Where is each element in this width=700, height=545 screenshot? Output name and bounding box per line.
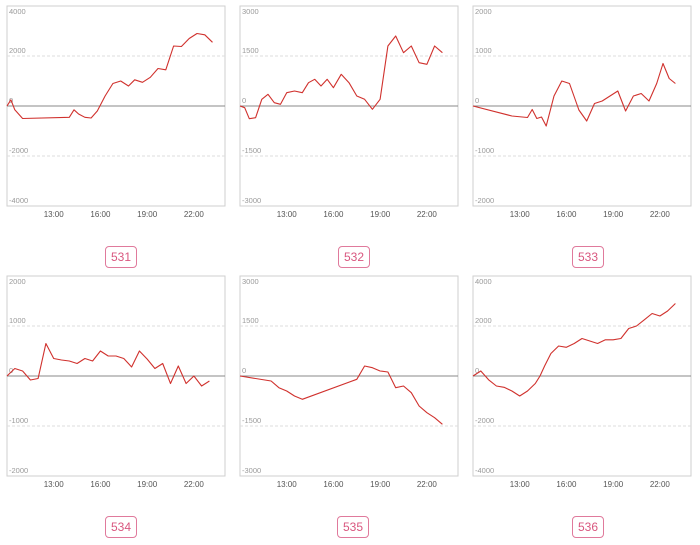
x-tick-label: 22:00 (650, 480, 671, 489)
y-tick-label: 0 (242, 96, 246, 105)
y-tick-label: 0 (9, 366, 13, 375)
x-tick-label: 16:00 (323, 210, 344, 219)
chart-panel-534: 2000 1000 0 -1000 -2000 13:00 16:00 19:00 22:00 … (0, 270, 233, 540)
stock-code-tag[interactable]: 536 (572, 516, 605, 538)
y-tick-label: 1500 (242, 316, 259, 325)
series-line (472, 62, 676, 127)
y-tick-label: 3000 (242, 277, 259, 286)
chart-panel-536: 4000 2000 0 -2000 -4000 13:00 16:00 19:00 22:00 … (466, 270, 699, 540)
x-tick-label: 22:00 (184, 480, 205, 489)
x-tick-label: 16:00 (556, 210, 577, 219)
series-line (472, 303, 676, 397)
x-tick-label: 16:00 (90, 480, 111, 489)
stock-code-tag[interactable]: 535 (337, 516, 370, 538)
x-tick-label: 13:00 (510, 480, 531, 489)
y-tick-label: -2000 (9, 466, 28, 475)
chart-panel-531: 4000 2000 0 -2000 -4000 13:00 16:00 19:00 22:00 … (0, 0, 233, 270)
y-tick-label: 4000 (475, 277, 492, 286)
series-line (239, 35, 443, 120)
x-tick-label: 22:00 (184, 210, 205, 219)
y-tick-label: -2000 (475, 196, 494, 205)
line-chart-533: 2000 1000 0 -1000 -2000 13:00 16:00 19:00 22:00 (472, 5, 692, 219)
series-line (6, 342, 210, 387)
y-tick-label: -4000 (475, 466, 494, 475)
x-tick-label: 19:00 (603, 210, 624, 219)
x-tick-label: 16:00 (90, 210, 111, 219)
x-tick-label: 22:00 (417, 210, 438, 219)
y-tick-label: 0 (242, 366, 246, 375)
y-tick-label: 2000 (9, 46, 26, 55)
y-tick-label: 1000 (9, 316, 26, 325)
y-tick-label: -1000 (475, 146, 494, 155)
x-tick-label: 13:00 (510, 210, 531, 219)
y-tick-label: -3000 (242, 466, 261, 475)
x-tick-label: 13:00 (44, 480, 65, 489)
x-tick-label: 16:00 (323, 480, 344, 489)
x-tick-label: 22:00 (650, 210, 671, 219)
y-tick-label: -1500 (242, 416, 261, 425)
y-tick-label: -2000 (475, 416, 494, 425)
line-chart-534: 2000 1000 0 -1000 -2000 13:00 16:00 19:00 22:00 (6, 275, 226, 489)
y-tick-label: 0 (475, 366, 479, 375)
y-tick-label: 2000 (9, 277, 26, 286)
chart-panel-533: 2000 1000 0 -1000 -2000 13:00 16:00 19:00 22:00 … (466, 0, 699, 270)
y-tick-label: -1000 (9, 416, 28, 425)
stock-code-tag[interactable]: 531 (105, 246, 138, 268)
y-tick-label: 1000 (475, 46, 492, 55)
line-chart-535: 3000 1500 0 -1500 -3000 13:00 16:00 19:00 22:00 (239, 275, 459, 489)
x-tick-label: 13:00 (44, 210, 65, 219)
line-chart-536: 4000 2000 0 -2000 -4000 13:00 16:00 19:00 22:00 (472, 275, 692, 489)
x-tick-label: 19:00 (370, 480, 391, 489)
y-tick-label: 3000 (242, 7, 259, 16)
x-tick-label: 19:00 (137, 480, 158, 489)
x-tick-label: 19:00 (603, 480, 624, 489)
series-line (239, 365, 443, 425)
y-tick-label: 1500 (242, 46, 259, 55)
y-tick-label: -1500 (242, 146, 261, 155)
series-line (6, 32, 213, 120)
x-tick-label: 16:00 (556, 480, 577, 489)
y-tick-label: 2000 (475, 7, 492, 16)
x-tick-label: 13:00 (277, 210, 298, 219)
stock-code-tag[interactable]: 532 (338, 246, 371, 268)
x-tick-label: 19:00 (370, 210, 391, 219)
x-tick-label: 13:00 (277, 480, 298, 489)
chart-panel-532: 3000 1500 0 -1500 -3000 13:00 16:00 19:00 22:00 … (233, 0, 466, 270)
y-tick-label: -3000 (242, 196, 261, 205)
line-chart-532: 3000 1500 0 -1500 -3000 13:00 16:00 19:00 22:00 (239, 5, 459, 219)
y-tick-label: 2000 (475, 316, 492, 325)
chart-panel-535: 3000 1500 0 -1500 -3000 13:00 16:00 19:00 22:00 … (233, 270, 466, 540)
y-tick-label: 4000 (9, 7, 26, 16)
stock-code-tag[interactable]: 534 (105, 516, 138, 538)
x-tick-label: 19:00 (137, 210, 158, 219)
y-tick-label: 0 (475, 96, 479, 105)
x-tick-label: 22:00 (417, 480, 438, 489)
y-tick-label: -4000 (9, 196, 28, 205)
y-tick-label: -2000 (9, 146, 28, 155)
stock-code-tag[interactable]: 533 (572, 246, 605, 268)
